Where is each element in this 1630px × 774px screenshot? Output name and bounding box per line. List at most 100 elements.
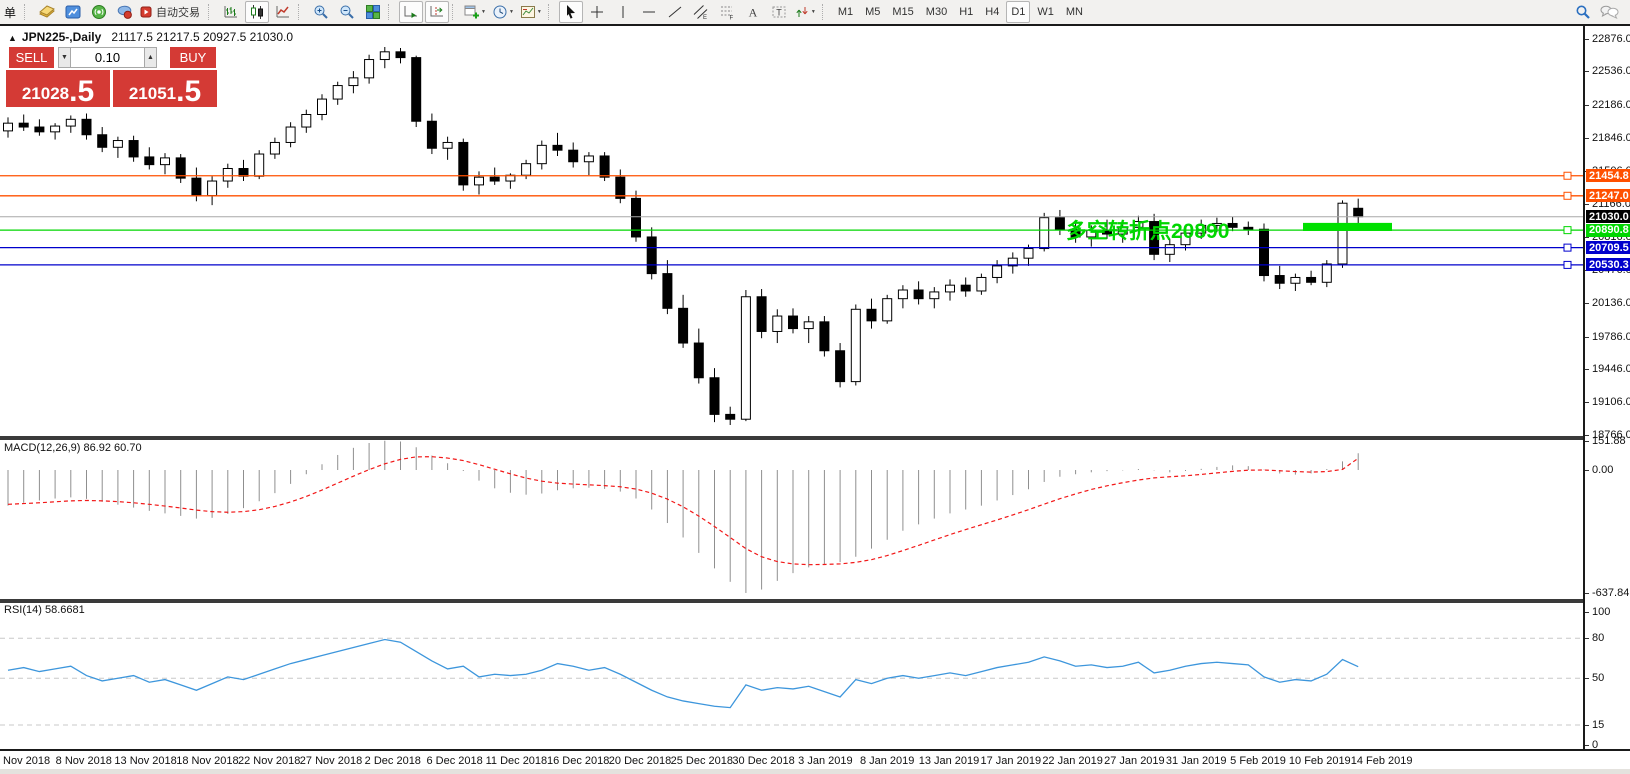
candlestick[interactable]	[395, 51, 406, 59]
candlestick[interactable]	[960, 284, 971, 292]
candlestick[interactable]	[631, 197, 641, 238]
candlestick[interactable]	[1353, 207, 1364, 218]
toolbar-button-signals[interactable]	[87, 1, 111, 23]
macd-pane[interactable]	[0, 440, 1584, 599]
toolbar-button-channel[interactable]: E	[689, 1, 713, 23]
candlestick[interactable]	[1227, 222, 1238, 228]
candlestick[interactable]	[254, 153, 265, 177]
toolbar-button-trendline[interactable]	[663, 1, 687, 23]
candlestick[interactable]	[332, 85, 343, 100]
toolbar-button-templates[interactable]: ▼	[519, 1, 545, 23]
candlestick[interactable]	[646, 236, 657, 275]
candlestick[interactable]	[97, 134, 108, 148]
candlestick[interactable]	[819, 321, 830, 352]
buy-button[interactable]: BUY	[170, 47, 216, 68]
candlestick[interactable]	[662, 273, 673, 309]
candlestick[interactable]	[709, 377, 720, 415]
candlestick[interactable]	[317, 98, 327, 115]
toolbar-button-fibonacci[interactable]: F	[715, 1, 739, 23]
toolbar-button-line-chart[interactable]	[271, 1, 295, 23]
candlestick[interactable]	[1164, 244, 1175, 255]
toolbar-button-chart-shift[interactable]	[425, 1, 450, 23]
toolbar-button-market[interactable]	[113, 1, 137, 23]
candlestick[interactable]	[803, 321, 814, 330]
candlestick[interactable]	[756, 296, 767, 332]
candlestick[interactable]	[1149, 221, 1160, 255]
candlestick[interactable]	[474, 176, 484, 186]
candlestick[interactable]	[536, 144, 547, 165]
candlestick[interactable]	[992, 265, 1003, 278]
candlestick[interactable]	[740, 296, 751, 420]
autotrade-button[interactable]: 自动交易	[139, 1, 205, 23]
candlestick[interactable]	[1180, 232, 1191, 246]
candlestick[interactable]	[788, 315, 798, 330]
candlestick[interactable]	[976, 276, 987, 292]
chevron-down-icon[interactable]: ▼	[536, 9, 542, 15]
menu-fragment[interactable]: 单	[4, 5, 17, 20]
chevron-down-icon[interactable]: ▼	[810, 9, 816, 15]
candlestick[interactable]	[301, 113, 312, 128]
timeframe-button-d1[interactable]: D1	[1006, 1, 1031, 23]
candlestick[interactable]	[364, 59, 375, 79]
chevron-down-icon[interactable]: ▼	[481, 9, 486, 15]
candlestick[interactable]	[50, 125, 61, 133]
candlestick[interactable]	[521, 163, 532, 176]
candlestick[interactable]	[81, 118, 92, 136]
candlestick[interactable]	[34, 126, 45, 133]
timeframe-button-w1[interactable]: W1	[1032, 1, 1059, 23]
candlestick[interactable]	[866, 308, 877, 322]
timeframe-button-h1[interactable]: H1	[954, 1, 978, 23]
toolbar-button-chat[interactable]	[1597, 1, 1621, 23]
toolbar-button-crosshair[interactable]	[585, 1, 609, 23]
timeframe-button-h4[interactable]: H4	[980, 1, 1004, 23]
candlestick[interactable]	[568, 149, 579, 163]
candlestick[interactable]	[897, 289, 908, 300]
toolbar-button-zoom-out[interactable]	[335, 1, 359, 23]
candlestick[interactable]	[442, 141, 453, 149]
candlestick[interactable]	[599, 155, 610, 178]
line-anchor-marker[interactable]	[1563, 260, 1572, 269]
candlestick[interactable]	[426, 120, 437, 149]
candlestick[interactable]	[160, 157, 170, 166]
candlestick[interactable]	[1321, 263, 1332, 283]
toolbar-button-candlestick[interactable]	[245, 1, 270, 23]
candlestick[interactable]	[1023, 248, 1034, 259]
toolbar-button-zoom-in[interactable]	[309, 1, 333, 23]
pane-separator[interactable]	[0, 436, 1630, 440]
candlestick[interactable]	[552, 144, 563, 151]
toolbar-button-autoscroll[interactable]	[399, 1, 424, 23]
line-anchor-marker[interactable]	[1563, 171, 1572, 180]
candlestick[interactable]	[1306, 276, 1317, 283]
chevron-down-icon[interactable]: ▼	[508, 9, 514, 15]
timeframe-button-m30[interactable]: M30	[921, 1, 952, 23]
candlestick[interactable]	[222, 167, 233, 182]
candlestick[interactable]	[207, 180, 218, 196]
candlestick[interactable]	[1290, 276, 1301, 284]
timeframe-button-mn[interactable]: MN	[1061, 1, 1088, 23]
candlestick[interactable]	[913, 289, 924, 300]
candlestick[interactable]	[18, 122, 29, 128]
candlestick[interactable]	[1133, 221, 1144, 228]
candlestick[interactable]	[929, 291, 940, 300]
price-chart[interactable]	[0, 26, 1584, 436]
candlestick[interactable]	[1196, 224, 1207, 234]
toolbar-button-chart-window[interactable]	[61, 1, 85, 23]
candlestick[interactable]	[489, 176, 500, 182]
timeframe-button-m5[interactable]: M5	[860, 1, 885, 23]
toolbar-button-new-order[interactable]	[35, 1, 59, 23]
candlestick[interactable]	[1337, 202, 1348, 265]
candlestick[interactable]	[411, 57, 422, 122]
volume-decrease-button[interactable]: ▼	[58, 47, 71, 68]
candlestick[interactable]	[112, 140, 123, 148]
toolbar-button-text[interactable]: A	[741, 1, 765, 23]
timeframe-button-m1[interactable]: M1	[833, 1, 858, 23]
candlestick[interactable]	[238, 167, 249, 177]
toolbar-button-search[interactable]	[1571, 1, 1595, 23]
candlestick[interactable]	[1007, 257, 1018, 267]
collapse-panel-icon[interactable]: ▲	[8, 33, 17, 43]
toolbar-button-periods[interactable]: ▼	[491, 1, 517, 23]
candlestick[interactable]	[1274, 275, 1285, 284]
candlestick[interactable]	[583, 155, 594, 163]
candlestick[interactable]	[1070, 228, 1081, 238]
timeframe-button-m15[interactable]: M15	[887, 1, 918, 23]
